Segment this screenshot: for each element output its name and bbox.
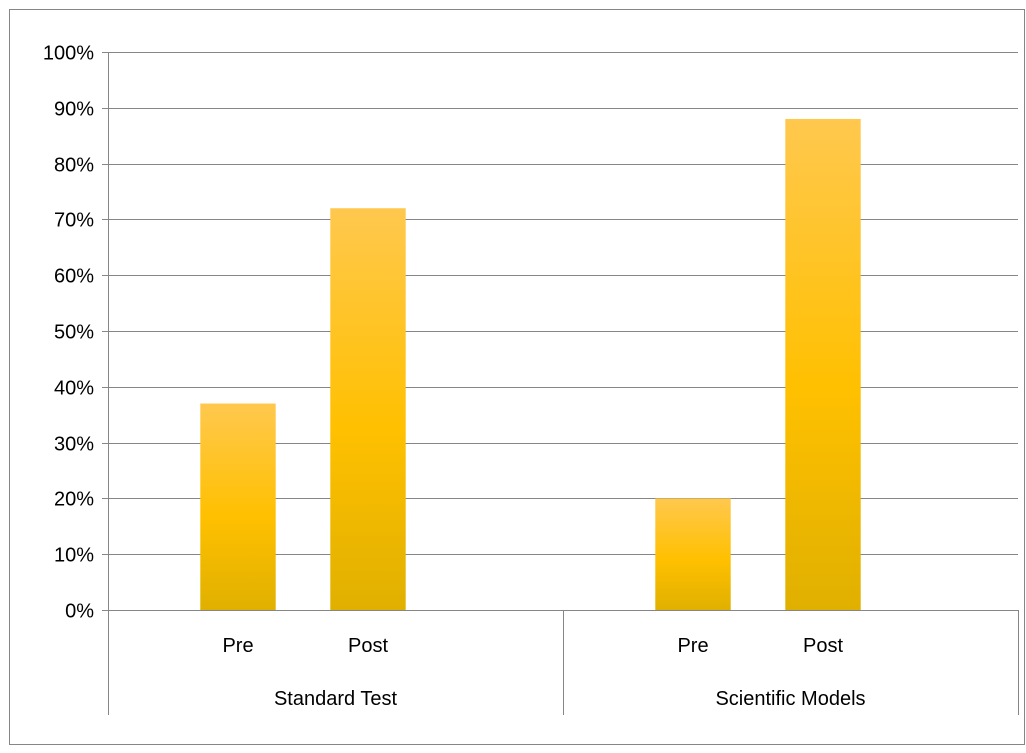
y-tick-label: 70%	[54, 210, 94, 232]
y-tick-label: 80%	[54, 155, 94, 177]
y-tick-label: 90%	[54, 99, 94, 121]
x-category-label: Post	[803, 635, 843, 657]
x-category-label: Pre	[222, 635, 253, 657]
x-tick-labels: Pre Post Pre Post	[222, 635, 843, 657]
bars	[200, 118, 861, 611]
y-tick-label: 60%	[54, 266, 94, 288]
y-tick-label: 40%	[54, 378, 94, 400]
y-tick-label: 30%	[54, 434, 94, 456]
bar-scientific-models-post	[785, 118, 861, 611]
x-category-label: Post	[348, 635, 388, 657]
y-tick-label: 0%	[65, 601, 94, 623]
x-group-label: Scientific Models	[715, 688, 865, 710]
y-tick-label: 20%	[54, 489, 94, 511]
y-tick-label: 100%	[43, 43, 94, 65]
bar-standard-test-post	[330, 208, 406, 611]
y-tick-label: 10%	[54, 545, 94, 567]
x-group-label: Standard Test	[274, 688, 397, 710]
x-category-label: Pre	[677, 635, 708, 657]
x-group-labels: Standard Test Scientific Models	[274, 688, 866, 710]
axes	[102, 52, 1019, 715]
y-tick-label: 50%	[54, 322, 94, 344]
bar-scientific-models-pre	[655, 498, 731, 610]
chart-frame	[9, 9, 1025, 745]
bar-standard-test-pre	[200, 403, 276, 610]
y-tick-labels: 0% 10% 20% 30% 40% 50% 60% 70% 80% 90% 100%	[43, 43, 94, 623]
